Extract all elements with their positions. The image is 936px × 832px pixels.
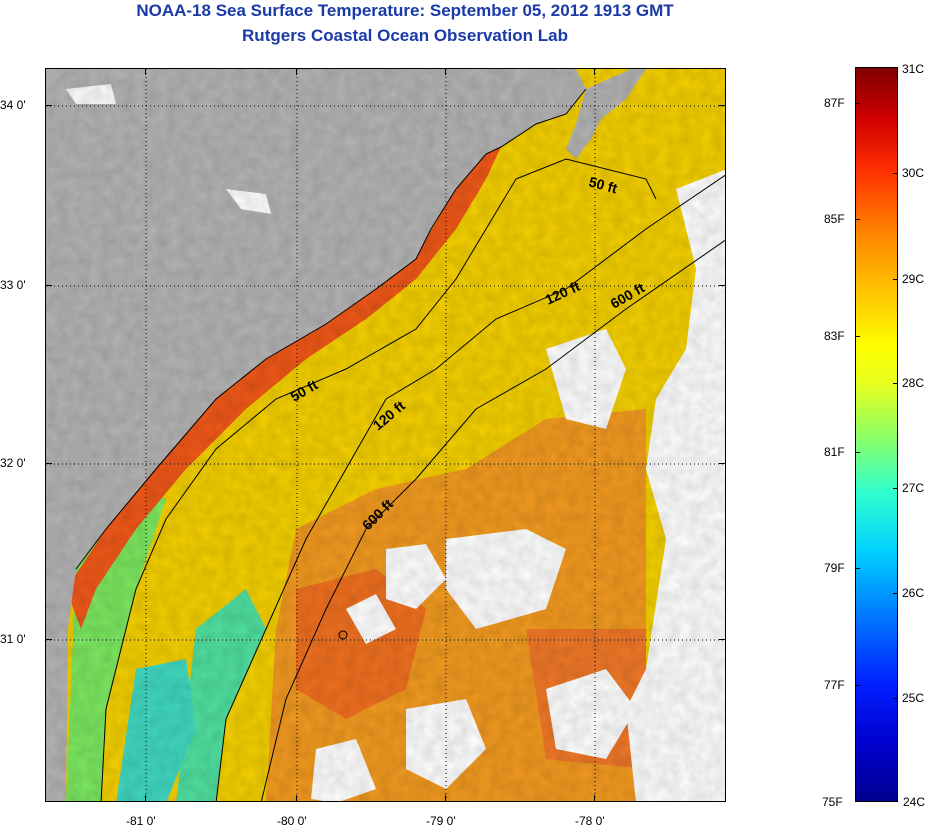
title-line-1: NOAA-18 Sea Surface Temperature: Septemb…	[136, 1, 674, 20]
lat-label-33: 33 0'	[0, 278, 26, 292]
temperature-colorbar	[855, 67, 898, 802]
colorbar-label-30c: 30C	[902, 166, 925, 180]
colorbar-label-81f: 81F	[824, 445, 845, 459]
contour-120ft	[215, 174, 725, 801]
lat-label-31: 31 0'	[0, 632, 26, 646]
colorbar-label-27c: 27C	[902, 481, 925, 495]
lon-label-81: -81 0'	[126, 814, 156, 828]
sst-map-image: 50 ft 50 ft 120 ft 120 ft 600 ft 600 ft	[46, 69, 725, 801]
colorbar-label-25c: 25C	[902, 691, 925, 705]
contour-600ft	[260, 239, 725, 801]
contour-label-50ft-a: 50 ft	[587, 173, 619, 196]
colorbar-label-26c: 26C	[902, 586, 925, 600]
title-line-2: Rutgers Coastal Ocean Observation Lab	[242, 26, 568, 45]
lon-label-80: -80 0'	[277, 814, 307, 828]
lat-label-34: 34 0'	[0, 98, 26, 112]
lat-label-32: 32 0'	[0, 456, 26, 470]
lon-label-78: -78 0'	[575, 814, 605, 828]
colorbar-label-29c: 29C	[902, 272, 925, 286]
colorbar-label-87f: 87F	[824, 96, 845, 110]
station-marker	[338, 630, 348, 640]
sst-map: 50 ft 50 ft 120 ft 120 ft 600 ft 600 ft	[45, 68, 726, 802]
coastline	[75, 88, 587, 570]
contour-50ft	[100, 158, 657, 801]
graticule	[46, 69, 725, 801]
lon-label-79: -79 0'	[426, 814, 456, 828]
colorbar-label-75f: 75F	[822, 795, 843, 809]
colorbar-label-24c: 24C	[903, 795, 926, 809]
colorbar-label-77f: 77F	[824, 678, 845, 692]
colorbar-label-85f: 85F	[824, 212, 845, 226]
colorbar-label-28c: 28C	[902, 376, 925, 390]
colorbar-label-83f: 83F	[824, 329, 845, 343]
colorbar-label-31c: 31C	[902, 62, 925, 76]
colorbar-label-79f: 79F	[824, 561, 845, 575]
